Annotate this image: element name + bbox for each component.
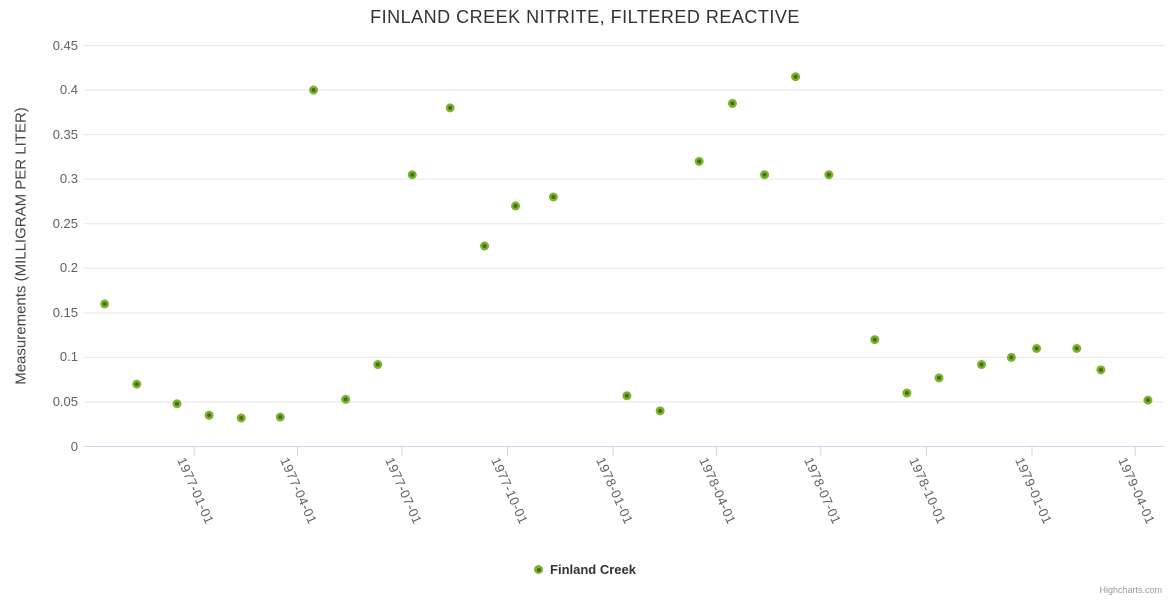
y-axis-label: 0.15 [52, 304, 78, 320]
data-point[interactable] [1143, 395, 1153, 405]
data-point[interactable] [1006, 352, 1016, 362]
legend-marker-center-icon [536, 567, 541, 572]
y-axis-label: 0.1 [59, 349, 78, 365]
legend-item-finland-creek[interactable]: Finland Creek [0, 562, 1170, 577]
data-point[interactable] [902, 388, 912, 398]
data-point[interactable] [655, 406, 665, 416]
data-point[interactable] [341, 394, 351, 404]
data-point[interactable] [1096, 365, 1106, 375]
data-point[interactable] [977, 360, 987, 370]
y-axis-label: 0.2 [59, 260, 78, 276]
data-point[interactable] [694, 156, 704, 166]
data-point[interactable] [870, 335, 880, 345]
highcharts-credit-link[interactable]: Highcharts.com [1099, 585, 1162, 595]
y-axis-title: Measurements (MILLIGRAM PER LITER) [12, 107, 30, 385]
data-point[interactable] [236, 413, 246, 423]
data-point[interactable] [1072, 343, 1082, 353]
data-point[interactable] [172, 399, 182, 409]
data-point[interactable] [791, 72, 801, 82]
data-point[interactable] [100, 299, 110, 309]
y-axis-label: 0.35 [52, 126, 78, 142]
data-point[interactable] [204, 410, 214, 420]
chart-title: FINLAND CREEK NITRITE, FILTERED REACTIVE [370, 7, 800, 27]
data-point[interactable] [760, 170, 770, 180]
y-axis-label: 0.3 [59, 171, 78, 187]
legend-marker-icon [534, 565, 544, 574]
data-point[interactable] [1032, 343, 1042, 353]
data-point[interactable] [824, 170, 834, 180]
data-point[interactable] [622, 391, 632, 401]
data-point[interactable] [275, 412, 285, 422]
data-point[interactable] [373, 360, 383, 370]
data-point[interactable] [548, 192, 558, 202]
data-point[interactable] [132, 379, 142, 389]
y-axis-label: 0.25 [52, 215, 78, 231]
data-point[interactable] [407, 170, 417, 180]
y-axis-label: 0.45 [52, 37, 78, 53]
legend-series-label: Finland Creek [550, 562, 636, 577]
y-axis-label: 0.4 [59, 82, 78, 98]
data-point[interactable] [934, 373, 944, 383]
data-point[interactable] [511, 201, 521, 211]
data-point[interactable] [480, 241, 490, 251]
data-point[interactable] [445, 103, 455, 113]
y-axis-label: 0 [70, 438, 78, 454]
y-axis-label: 0.05 [52, 393, 78, 409]
data-point[interactable] [727, 98, 737, 108]
data-point[interactable] [309, 85, 319, 95]
